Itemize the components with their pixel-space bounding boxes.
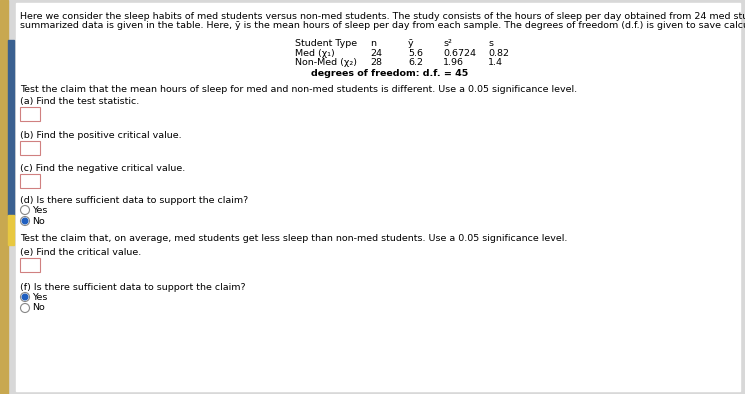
FancyBboxPatch shape — [20, 258, 40, 272]
Text: 1.96: 1.96 — [443, 58, 464, 67]
Text: No: No — [32, 303, 45, 312]
Circle shape — [21, 206, 30, 214]
Circle shape — [22, 218, 28, 224]
Text: (e) Find the critical value.: (e) Find the critical value. — [20, 248, 142, 257]
Text: s²: s² — [443, 39, 452, 48]
Text: Student Type: Student Type — [295, 39, 357, 48]
Text: Here we consider the sleep habits of med students versus non-med students. The s: Here we consider the sleep habits of med… — [20, 12, 745, 21]
FancyBboxPatch shape — [20, 174, 40, 188]
Text: (f) Is there sufficient data to support the claim?: (f) Is there sufficient data to support … — [20, 283, 246, 292]
Bar — [8, 215, 14, 245]
Text: s: s — [488, 39, 493, 48]
Text: Test the claim that, on average, med students get less sleep than non-med studen: Test the claim that, on average, med stu… — [20, 234, 568, 243]
Text: Yes: Yes — [32, 206, 48, 214]
Text: (d) Is there sufficient data to support the claim?: (d) Is there sufficient data to support … — [20, 196, 248, 205]
Bar — [0, 0, 8, 394]
FancyBboxPatch shape — [20, 141, 40, 155]
Text: summarized data is given in the table. Here, ȳ is the mean hours of sleep per da: summarized data is given in the table. H… — [20, 21, 745, 30]
Text: ȳ: ȳ — [408, 39, 413, 48]
FancyBboxPatch shape — [20, 107, 40, 121]
Text: Non-Med (χ₂): Non-Med (χ₂) — [295, 58, 357, 67]
Text: Med (χ₁): Med (χ₁) — [295, 49, 335, 58]
Text: 1.4: 1.4 — [488, 58, 503, 67]
Circle shape — [22, 294, 28, 300]
Text: 0.82: 0.82 — [488, 49, 509, 58]
Text: (a) Find the test statistic.: (a) Find the test statistic. — [20, 97, 139, 106]
Text: degrees of freedom: d.f. = 45: degrees of freedom: d.f. = 45 — [311, 69, 469, 78]
Text: No: No — [32, 216, 45, 225]
Text: 28: 28 — [370, 58, 382, 67]
Text: n: n — [370, 39, 376, 48]
Text: (b) Find the positive critical value.: (b) Find the positive critical value. — [20, 131, 182, 140]
Circle shape — [21, 303, 30, 312]
Text: 6.2: 6.2 — [408, 58, 423, 67]
Bar — [8, 40, 14, 215]
Text: 5.6: 5.6 — [408, 49, 423, 58]
Circle shape — [21, 216, 30, 225]
Text: 0.6724: 0.6724 — [443, 49, 476, 58]
Text: Test the claim that the mean hours of sleep for med and non-med students is diff: Test the claim that the mean hours of sl… — [20, 85, 577, 94]
Text: (c) Find the negative critical value.: (c) Find the negative critical value. — [20, 164, 186, 173]
Circle shape — [21, 292, 30, 301]
Text: Yes: Yes — [32, 292, 48, 301]
Text: 24: 24 — [370, 49, 382, 58]
